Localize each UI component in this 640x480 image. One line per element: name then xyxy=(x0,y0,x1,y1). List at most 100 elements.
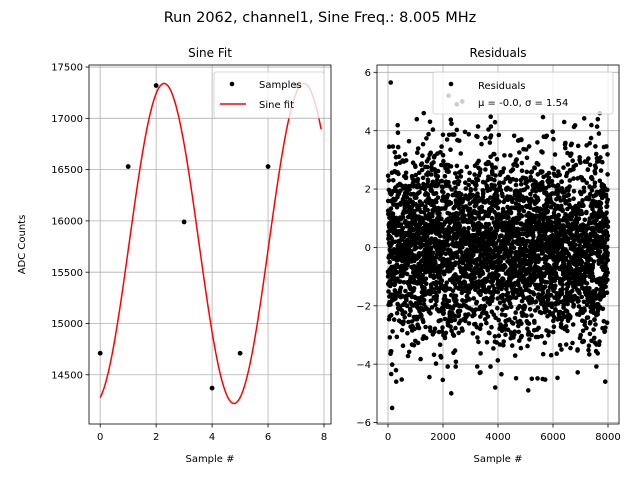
sample-point xyxy=(209,385,215,391)
residual-point xyxy=(479,141,484,147)
residual-point xyxy=(499,233,504,238)
residual-point xyxy=(405,353,411,359)
residual-point xyxy=(578,332,583,338)
residual-point xyxy=(523,147,529,152)
residual-point xyxy=(475,177,481,183)
residual-outlier xyxy=(388,80,394,85)
residual-point xyxy=(587,162,593,168)
residual-point xyxy=(483,261,489,266)
residual-point xyxy=(416,325,422,331)
residual-point xyxy=(462,129,468,135)
residual-point xyxy=(462,232,467,237)
residual-point xyxy=(587,331,593,337)
legend-residuals-marker xyxy=(448,81,454,87)
residual-point xyxy=(533,188,539,194)
residual-point xyxy=(419,313,424,319)
residual-point xyxy=(478,322,484,328)
residual-point xyxy=(407,187,412,192)
residual-point xyxy=(605,277,610,283)
residual-point xyxy=(586,156,591,161)
y-tick-label: 16500 xyxy=(51,165,83,176)
residual-point xyxy=(475,124,481,129)
residual-point xyxy=(532,165,537,171)
residual-point xyxy=(405,330,410,336)
residual-point xyxy=(474,182,479,188)
residual-point xyxy=(519,222,524,227)
residual-point xyxy=(510,167,516,172)
residual-point xyxy=(444,280,450,286)
residual-point xyxy=(433,302,438,308)
residual-point xyxy=(602,328,608,334)
residual-point xyxy=(570,288,575,294)
residual-point xyxy=(604,203,610,209)
x-tick-label: 0 xyxy=(97,432,103,443)
residual-point xyxy=(592,170,598,176)
residual-point xyxy=(470,192,476,198)
residual-point xyxy=(500,307,505,313)
residual-point xyxy=(408,210,413,215)
residual-point xyxy=(390,144,396,149)
residual-point xyxy=(425,244,430,250)
residual-point xyxy=(605,172,610,177)
residual-point xyxy=(489,324,494,330)
residual-point xyxy=(571,188,577,194)
residual-point xyxy=(526,321,532,326)
residual-point xyxy=(571,196,576,201)
residual-point xyxy=(403,288,408,294)
residual-point xyxy=(392,150,398,155)
residual-point xyxy=(584,302,590,308)
residual-point xyxy=(555,183,561,189)
residual-point xyxy=(445,242,451,248)
residual-point xyxy=(536,253,541,258)
residual-point xyxy=(585,167,591,172)
residual-point xyxy=(563,257,569,262)
residual-point xyxy=(524,313,529,319)
residual-point xyxy=(423,335,429,341)
residual-point xyxy=(411,343,417,348)
y-tick-label: 15000 xyxy=(51,319,83,330)
residual-point xyxy=(519,137,524,143)
residual-point xyxy=(502,153,507,158)
residual-point xyxy=(518,345,524,351)
residual-point xyxy=(604,290,610,296)
residual-point xyxy=(586,343,592,349)
residual-point xyxy=(438,355,444,360)
residual-point xyxy=(443,330,449,336)
residual-point xyxy=(508,187,513,192)
residual-point xyxy=(449,121,454,127)
residual-point xyxy=(592,180,598,186)
residual-point xyxy=(388,280,394,286)
residual-point xyxy=(551,318,556,324)
residual-point xyxy=(433,261,438,266)
y-tick-label: −4 xyxy=(356,360,371,371)
residual-point xyxy=(492,177,497,183)
residual-point xyxy=(406,138,412,144)
residual-point xyxy=(521,208,527,214)
residual-point xyxy=(476,339,481,345)
residual-point xyxy=(390,211,396,217)
residual-point xyxy=(604,244,610,250)
residual-point xyxy=(450,192,456,198)
residual-point xyxy=(549,301,554,306)
residual-point xyxy=(536,197,541,203)
residual-point xyxy=(448,147,453,152)
residual-point xyxy=(455,253,460,259)
x-tick-label: 8000 xyxy=(595,432,620,443)
residual-point xyxy=(513,177,519,183)
residual-point xyxy=(428,150,434,156)
residual-point xyxy=(582,308,587,313)
residual-point xyxy=(485,314,491,319)
residual-point xyxy=(488,364,493,369)
residual-point xyxy=(597,249,603,254)
residual-point xyxy=(501,342,506,348)
residual-point xyxy=(551,324,557,330)
residual-point xyxy=(539,236,545,242)
residual-point xyxy=(395,144,401,150)
residual-point xyxy=(486,285,492,290)
residual-point xyxy=(449,318,454,324)
residual-outlier xyxy=(602,379,608,384)
residual-point xyxy=(425,179,431,184)
x-tick-label: 6 xyxy=(265,432,271,443)
residual-point xyxy=(531,234,536,240)
residual-point xyxy=(403,170,409,176)
